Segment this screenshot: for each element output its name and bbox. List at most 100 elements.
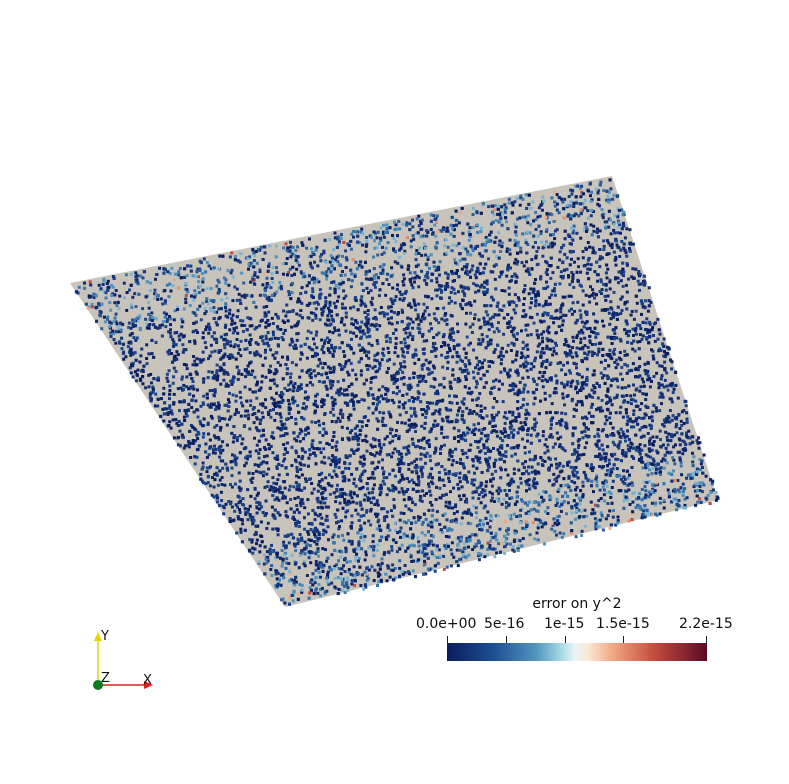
error-point	[176, 443, 180, 447]
error-point	[443, 284, 447, 288]
error-point	[343, 591, 347, 595]
error-point	[611, 467, 615, 471]
error-point	[455, 401, 459, 405]
error-point	[426, 276, 430, 280]
error-point	[624, 250, 628, 254]
error-point	[342, 323, 346, 327]
error-point	[575, 485, 579, 489]
error-point	[330, 346, 334, 350]
error-point	[329, 270, 333, 274]
error-point	[698, 468, 702, 471]
error-point	[411, 225, 415, 229]
error-point	[440, 444, 443, 448]
error-point	[325, 336, 329, 340]
error-point	[493, 208, 497, 212]
error-point	[425, 306, 429, 310]
error-point	[626, 444, 630, 448]
error-point	[524, 408, 528, 412]
error-point	[239, 396, 243, 400]
error-point	[462, 466, 466, 470]
error-point	[351, 500, 355, 504]
error-point	[530, 470, 534, 474]
error-point	[373, 512, 377, 516]
error-point	[239, 414, 243, 418]
error-point	[239, 339, 243, 343]
error-point	[382, 354, 386, 358]
error-point	[330, 475, 334, 479]
error-point	[650, 442, 654, 446]
error-point	[474, 290, 477, 294]
error-point	[290, 415, 293, 419]
error-point	[297, 248, 301, 252]
error-point	[244, 375, 248, 379]
error-point	[461, 554, 465, 558]
error-point	[336, 576, 340, 580]
error-point	[592, 249, 596, 253]
error-point	[190, 406, 194, 409]
error-point	[515, 262, 519, 266]
error-point	[279, 328, 283, 331]
error-point	[548, 363, 552, 366]
error-point	[496, 344, 500, 347]
error-point	[434, 449, 438, 453]
error-point	[373, 444, 377, 448]
error-point	[159, 297, 163, 301]
error-point	[672, 445, 676, 449]
error-point	[625, 262, 629, 265]
error-point	[688, 473, 692, 477]
error-point	[540, 379, 544, 383]
error-point	[593, 251, 597, 255]
error-point	[150, 311, 154, 315]
error-point	[590, 414, 594, 418]
error-point	[653, 339, 657, 343]
error-point	[503, 544, 507, 548]
error-point	[458, 259, 462, 263]
error-point	[431, 535, 435, 538]
error-point	[619, 231, 622, 235]
error-point	[497, 243, 501, 247]
error-point	[216, 496, 220, 500]
error-point	[459, 522, 463, 526]
error-point	[171, 338, 175, 341]
error-point	[509, 542, 512, 546]
error-point	[168, 384, 172, 388]
error-point	[620, 459, 623, 463]
error-point	[215, 341, 219, 344]
error-point	[551, 271, 555, 275]
error-point	[471, 496, 475, 500]
error-point	[632, 425, 636, 429]
error-point	[574, 493, 578, 497]
error-point	[378, 493, 382, 497]
error-point	[300, 489, 304, 492]
error-point	[167, 295, 171, 299]
error-point	[413, 361, 417, 365]
error-point	[218, 455, 222, 459]
error-point	[493, 500, 496, 503]
error-point	[172, 375, 176, 379]
error-point	[285, 557, 289, 561]
error-point	[333, 512, 337, 516]
error-point	[512, 549, 516, 553]
error-point	[248, 504, 252, 508]
error-point	[305, 284, 309, 288]
error-point	[360, 300, 364, 304]
error-point	[612, 228, 616, 232]
error-point	[333, 576, 337, 580]
error-point	[454, 472, 458, 476]
error-point	[468, 325, 472, 329]
error-point	[353, 426, 357, 430]
error-point	[267, 368, 271, 372]
error-point	[625, 394, 629, 397]
error-point	[254, 469, 258, 473]
error-point	[611, 515, 615, 519]
error-point	[232, 436, 236, 440]
error-point	[397, 434, 401, 438]
error-point	[636, 368, 640, 372]
error-point	[279, 434, 283, 438]
error-point	[595, 302, 599, 306]
error-point	[384, 246, 388, 250]
error-point	[492, 379, 495, 383]
error-point	[343, 556, 347, 560]
error-point	[503, 551, 507, 555]
